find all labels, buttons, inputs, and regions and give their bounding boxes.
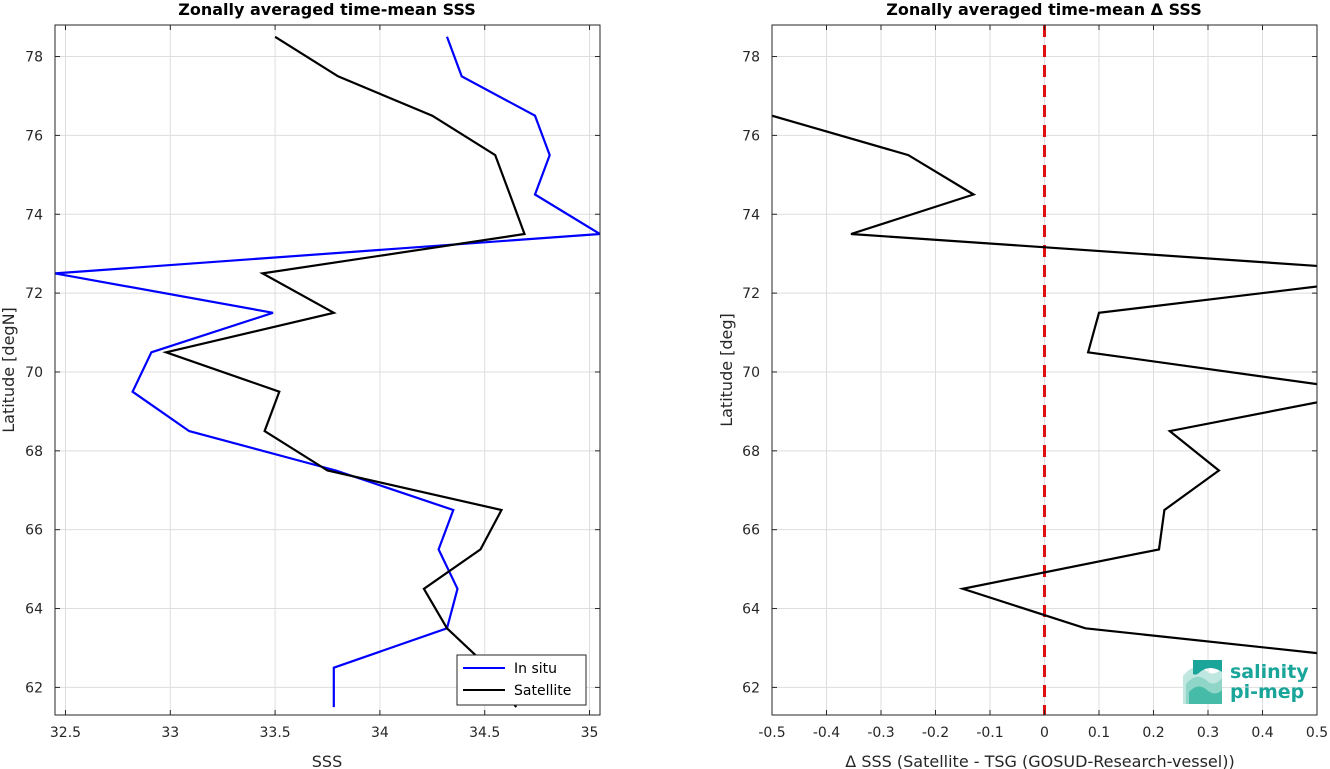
left-axes: 32.5 33 33.5 34 34.5 35 62 64 66 68 70 72 74 76 78 Zon… [0, 0, 601, 769]
right-x-tick-label: -0.5 [758, 725, 785, 741]
left-x-tick-label: 33.5 [260, 725, 291, 741]
right-y-tick-label: 70 [742, 365, 760, 381]
left-y-tick-label: 68 [25, 444, 43, 460]
logo-line1: salinity [1230, 661, 1309, 683]
right-axes: -0.5 -0.4 -0.3 -0.2 -0.1 0 0.1 0.2 0.3 0.4 0.5 62 64… [717, 0, 1328, 769]
right-y-axis-label: Latitude [deg] [717, 313, 736, 427]
right-x-tick-label: 0.4 [1251, 725, 1273, 741]
right-x-axis-label: Δ SSS (Satellite - TSG (GOSUD-Research-v… [845, 752, 1234, 769]
right-y-tick-label: 66 [742, 523, 760, 539]
left-y-tick-label: 72 [25, 286, 43, 302]
right-y-tick-label: 68 [742, 444, 760, 460]
right-y-tick-label: 72 [742, 286, 760, 302]
left-x-tick-label: 34.5 [469, 725, 500, 741]
left-grid [55, 25, 600, 715]
left-y-tick-label: 78 [25, 50, 43, 66]
left-x-tick-label: 34 [371, 725, 389, 741]
left-x-axis-label: SSS [312, 752, 342, 769]
left-y-axis-label: Latitude [degN] [0, 307, 18, 433]
left-y-tick-label: 66 [25, 523, 43, 539]
right-y-tick-label: 64 [742, 602, 760, 618]
left-plot-area [55, 25, 600, 715]
left-ticks: 32.5 33 33.5 34 34.5 35 62 64 66 68 70 72 74 76 78 [25, 25, 600, 741]
left-y-tick-label: 64 [25, 602, 43, 618]
right-series-line-delta-sss [772, 114, 1317, 700]
salinity-pi-mep-logo: salinity pi-mep [1183, 660, 1309, 704]
right-x-tick-label: 0.1 [1088, 725, 1110, 741]
right-chart-title: Zonally averaged time-mean Δ SSS [886, 0, 1202, 19]
right-x-tick-label: 0.5 [1306, 725, 1328, 741]
logo-line2: pi-mep [1230, 681, 1304, 703]
left-axes-box [54, 24, 601, 716]
right-x-tick-label: 0 [1040, 725, 1049, 741]
left-x-tick-label: 35 [581, 725, 599, 741]
left-series-line-satellite [162, 35, 527, 708]
left-y-tick-label: 76 [25, 128, 43, 144]
left-x-tick-label: 32.5 [50, 725, 81, 741]
right-x-tick-label: -0.3 [867, 725, 894, 741]
right-x-tick-label: -0.4 [813, 725, 840, 741]
right-y-tick-label: 78 [742, 50, 760, 66]
legend-label-in-situ: In situ [514, 661, 557, 677]
right-y-tick-label: 76 [742, 128, 760, 144]
legend-label-satellite: Satellite [514, 683, 571, 699]
left-chart-title: Zonally averaged time-mean SSS [178, 0, 476, 19]
legend-box [456, 654, 587, 706]
right-x-tick-label: 0.3 [1197, 725, 1219, 741]
left-x-tick-label: 33 [161, 725, 179, 741]
right-y-tick-label: 74 [742, 207, 760, 223]
left-series-line-in-situ [55, 36, 600, 708]
right-x-tick-label: -0.1 [976, 725, 1003, 741]
logo-waves-icon [1183, 660, 1222, 704]
right-ticks: -0.5 -0.4 -0.3 -0.2 -0.1 0 0.1 0.2 0.3 0.4 0.5 62 64… [742, 25, 1328, 741]
right-series [772, 25, 1317, 715]
left-y-tick-label: 70 [25, 365, 43, 381]
legend: In situ Satellite [456, 654, 587, 706]
left-series [55, 35, 600, 708]
left-y-tick-label: 74 [25, 207, 43, 223]
right-y-tick-label: 62 [742, 680, 760, 696]
right-x-tick-label: 0.2 [1142, 725, 1164, 741]
left-y-tick-label: 62 [25, 680, 43, 696]
right-x-tick-label: -0.2 [922, 725, 949, 741]
